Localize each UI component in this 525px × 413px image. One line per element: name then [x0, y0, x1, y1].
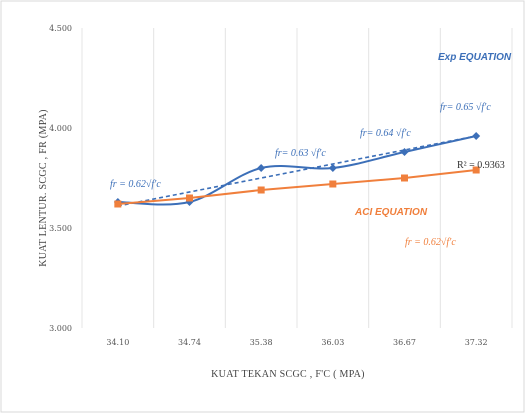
data-point-aci — [472, 166, 480, 174]
legend-exp-equation: Exp EQUATION — [438, 52, 512, 63]
x-tick-label: 36.03 — [321, 338, 344, 347]
trendline — [117, 135, 477, 207]
data-point-aci — [257, 186, 265, 194]
x-tick-label: 34.10 — [106, 338, 129, 347]
x-tick-label: 35.38 — [250, 338, 273, 347]
x-tick-label: 37.32 — [465, 338, 488, 347]
x-tick-label: 34.74 — [178, 338, 201, 347]
equation-annotation: fr= 0.65 √f'c — [440, 102, 491, 113]
equation-annotation: fr= 0.64 √f'c — [360, 128, 411, 139]
series-line-aci — [117, 169, 477, 205]
data-point-aci — [329, 180, 337, 188]
x-tick-label: 36.67 — [393, 338, 416, 347]
equation-annotation: fr = 0.62√f'c — [110, 179, 161, 190]
equation-annotation: fr= 0.63 √f'c — [275, 148, 326, 159]
r-squared-label: R² = 0.9363 — [457, 160, 505, 171]
data-point-aci — [401, 174, 408, 182]
data-point-exp — [472, 132, 481, 140]
series-line-exp — [117, 135, 477, 206]
data-point-aci — [186, 194, 193, 202]
y-axis-label: KUAT LENTUR. SCGC , FR (MPA) — [38, 109, 49, 267]
legend-aci-equation: ACI EQUATION — [354, 207, 428, 218]
y-tick-label: 3.500 — [49, 224, 72, 233]
x-axis-label: KUAT TEKAN SCGC , F'C ( MPA) — [211, 369, 365, 380]
y-tick-label: 3.000 — [49, 324, 72, 333]
equation-annotation: fr = 0.62√f'c — [405, 237, 456, 248]
data-point-exp — [257, 164, 266, 172]
y-tick-label: 4.000 — [49, 124, 72, 133]
data-point-exp — [328, 164, 337, 172]
data-point-aci — [114, 200, 122, 208]
y-tick-label: 4.500 — [49, 24, 72, 33]
data-point-exp — [400, 148, 409, 156]
